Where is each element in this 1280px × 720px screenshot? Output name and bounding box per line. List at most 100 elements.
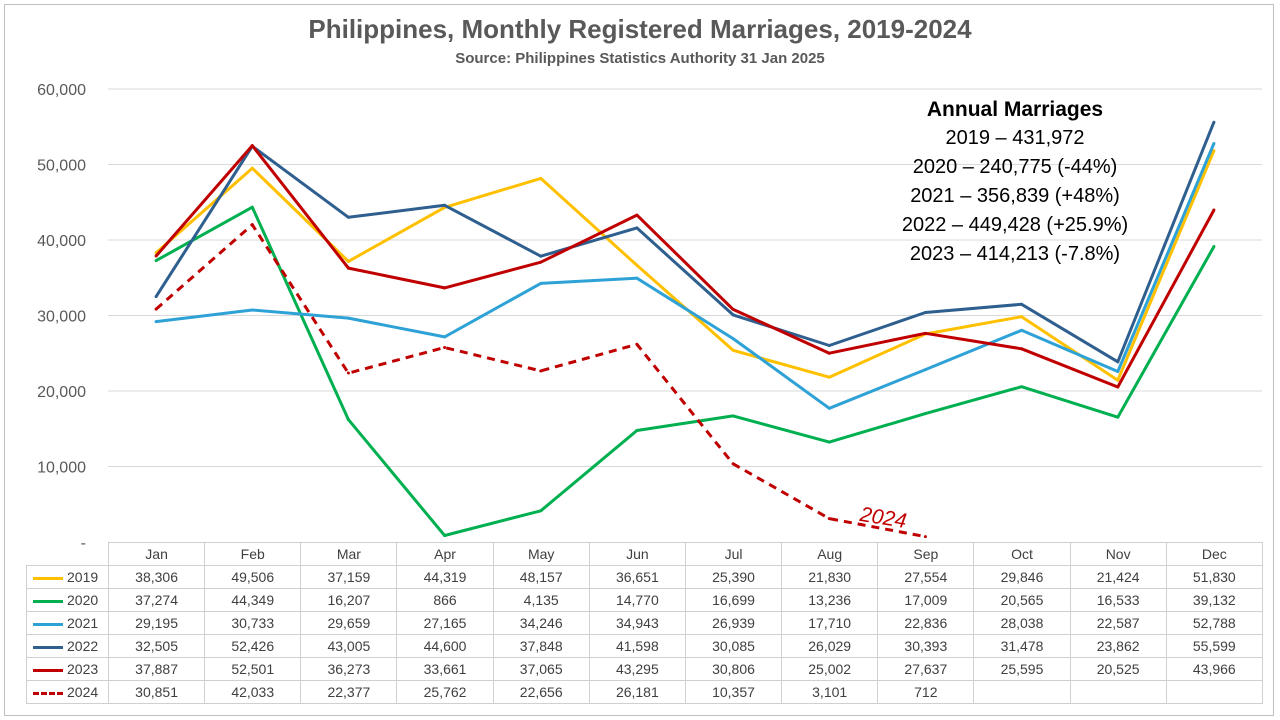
series-lines	[154, 120, 1216, 539]
legend-key	[33, 599, 63, 603]
data-table: Jan Feb Mar Apr May Jun Jul Aug Sep Oct Nov Dec 201…	[26, 542, 1263, 704]
table-row: 2024 30,851 42,033 22,377 25,762 22,656 26,181…	[26, 680, 1263, 704]
y-tick-label: 60,000	[37, 82, 86, 99]
month-header: Apr	[396, 542, 494, 566]
data-label: 37,065	[492, 657, 590, 681]
data-label: 21,830	[781, 565, 879, 589]
data-point-2022-Dec	[1212, 120, 1216, 124]
data-point-2024-Feb	[250, 223, 254, 227]
series-2024	[154, 223, 927, 539]
data-point-2024-Jan	[154, 307, 158, 311]
legend-label: 2019	[67, 569, 99, 585]
data-label: 21,424	[1069, 565, 1167, 589]
data-label: 28,038	[973, 611, 1071, 635]
data-point-2023-Sep	[923, 331, 927, 335]
data-label	[1165, 680, 1263, 704]
data-point-2021-Mar	[346, 316, 350, 320]
data-label: 26,939	[684, 611, 783, 635]
data-label	[1069, 680, 1167, 704]
legend-key	[33, 691, 63, 695]
series-2020	[154, 205, 1216, 537]
data-point-2020-Feb	[250, 205, 254, 209]
month-header: Mar	[300, 542, 398, 566]
legend-label: 2023	[67, 661, 99, 677]
data-label: 30,806	[684, 657, 783, 681]
legend-key	[33, 576, 63, 580]
table-row: 2020 37,274 44,349 16,207 866 4,135 14,770 16,6…	[26, 588, 1263, 612]
data-label: 3,101	[781, 680, 879, 704]
data-point-2019-May	[539, 176, 543, 180]
data-label: 25,390	[684, 565, 783, 589]
month-header: Aug	[781, 542, 879, 566]
data-point-2023-Oct	[1020, 347, 1024, 351]
chart-frame	[4, 4, 1274, 716]
data-label: 44,600	[396, 634, 494, 658]
data-label: 36,273	[300, 657, 398, 681]
data-label: 31,478	[973, 634, 1071, 658]
data-label: 25,595	[973, 657, 1071, 681]
data-point-2020-Jun	[635, 428, 639, 432]
data-label: 25,762	[396, 680, 494, 704]
data-point-2019-Feb	[250, 166, 254, 170]
row-legend-2020: 2020	[26, 588, 109, 612]
data-point-2023-Jun	[635, 213, 639, 217]
data-point-2023-Dec	[1212, 208, 1216, 212]
data-label: 866	[396, 588, 494, 612]
data-point-2022-Jan	[154, 295, 158, 299]
data-label: 13,236	[781, 588, 879, 612]
data-point-2024-Sep	[923, 535, 927, 539]
row-legend-2021: 2021	[26, 611, 109, 635]
data-point-2024-Apr	[443, 345, 447, 349]
data-point-2021-Aug	[827, 406, 831, 410]
data-label: 29,195	[107, 611, 206, 635]
data-label: 17,710	[781, 611, 879, 635]
month-header: Jul	[684, 542, 783, 566]
data-label: 17,009	[877, 588, 975, 612]
data-label: 27,165	[396, 611, 494, 635]
data-point-2021-Feb	[250, 308, 254, 312]
data-point-2019-Aug	[827, 375, 831, 379]
data-label: 37,274	[107, 588, 206, 612]
data-label: 22,836	[877, 611, 975, 635]
data-label: 44,319	[396, 565, 494, 589]
data-point-2021-Nov	[1116, 369, 1120, 373]
data-point-2019-Dec	[1212, 149, 1216, 153]
legend-key	[33, 645, 63, 649]
data-point-2024-Mar	[346, 371, 350, 375]
row-legend-2019: 2019	[26, 565, 109, 589]
month-header: Nov	[1069, 542, 1167, 566]
data-label: 44,349	[204, 588, 302, 612]
data-point-2022-Jun	[635, 226, 639, 230]
data-point-2024-Jun	[635, 342, 639, 346]
month-header: Sep	[877, 542, 975, 566]
data-label: 30,851	[107, 680, 206, 704]
data-label: 37,848	[492, 634, 590, 658]
month-header: Dec	[1165, 542, 1263, 566]
month-header: Feb	[204, 542, 302, 566]
data-point-2020-May	[539, 509, 543, 513]
legend-label: 2021	[67, 615, 99, 631]
series-2021	[154, 141, 1216, 410]
data-point-2023-Mar	[346, 266, 350, 270]
annual-line-2022: 2022 – 449,428 (+25.9%)	[901, 214, 1129, 236]
series-line-2023	[154, 144, 1216, 389]
data-label: 34,943	[588, 611, 686, 635]
annual-heading: Annual Marriages	[926, 98, 1104, 121]
data-label: 27,554	[877, 565, 975, 589]
data-point-2021-Sep	[923, 368, 927, 372]
series-line-2022	[154, 121, 1216, 364]
data-label: 32,505	[107, 634, 206, 658]
table-row: 2022 32,505 52,426 43,005 44,600 37,848 41,598…	[26, 634, 1263, 658]
data-point-2022-Apr	[443, 203, 447, 207]
data-label: 16,533	[1069, 588, 1167, 612]
legend-label: 2022	[67, 638, 99, 654]
month-header: May	[492, 542, 590, 566]
month-header: Oct	[973, 542, 1071, 566]
row-legend-2024: 2024	[26, 680, 109, 704]
data-point-2021-Oct	[1020, 328, 1024, 332]
data-label: 30,733	[204, 611, 302, 635]
data-point-2020-Jan	[154, 259, 158, 263]
data-label: 712	[877, 680, 975, 704]
data-point-2021-Jul	[731, 337, 735, 341]
